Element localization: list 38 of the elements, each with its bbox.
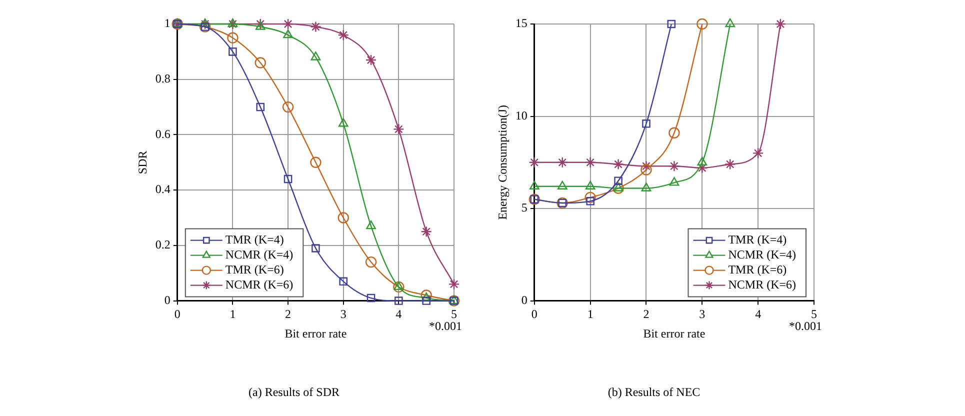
text: *0.001 (789, 318, 822, 333)
x-tick-label: 5 (811, 307, 817, 322)
x-tick-label: 2 (285, 307, 292, 322)
x-tick-label: 2 (643, 307, 650, 322)
y-axis-title: SDR (135, 150, 150, 174)
x-tick-label: 4 (755, 307, 762, 322)
x-tick-label: 3 (340, 307, 346, 322)
y-tick-label: 15 (515, 16, 528, 30)
legend-label: NCMR (K=4) (728, 247, 796, 262)
legend-label: TMR (K=4) (728, 232, 787, 246)
x-tick-label: 0 (174, 307, 180, 322)
x-axis-title: Bit error rate (643, 326, 706, 341)
y-tick-label: 0.8 (155, 72, 170, 86)
legend-label: TMR (K=4) (225, 232, 284, 246)
text: (a) Results of SDR (248, 384, 340, 399)
y-tick-label: 0.6 (155, 126, 170, 141)
x-tick-label: 1 (230, 307, 236, 322)
x-tick-label: 0 (531, 307, 538, 322)
y-tick-label: 5 (521, 200, 528, 215)
legend-label: TMR (K=6) (225, 262, 284, 276)
x-tick-label: 4 (396, 307, 402, 322)
legend-label: NCMR (K=4) (225, 247, 294, 262)
y-tick-label: 0.4 (155, 182, 170, 196)
text: *0.001 (429, 318, 462, 333)
y-tick-label: 0 (164, 292, 170, 307)
y-tick-label: 10 (515, 108, 528, 122)
x-tick-label: 5 (451, 307, 457, 322)
x-axis-title: Bit error rate (284, 326, 347, 341)
y-tick-label: 0 (521, 292, 528, 307)
legend-label: NCMR (K=6) (225, 277, 294, 292)
x-tick-label: 1 (587, 307, 594, 322)
legend-label: TMR (K=6) (728, 262, 787, 276)
y-axis-title: Energy Consumption(J) (495, 105, 510, 220)
x-tick-label: 3 (699, 307, 706, 322)
y-tick-label: 0.2 (155, 238, 170, 252)
legend-label: NCMR (K=6) (728, 277, 796, 292)
text: (b) Results of NEC (608, 384, 700, 399)
y-tick-label: 1 (164, 16, 170, 30)
